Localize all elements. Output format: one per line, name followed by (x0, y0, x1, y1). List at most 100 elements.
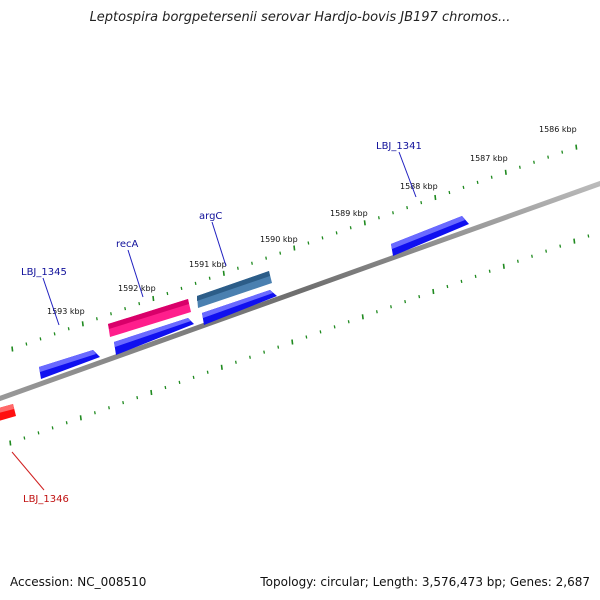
minor-tick (448, 190, 451, 195)
gene-highlight (0, 404, 14, 413)
major-tick (363, 220, 366, 226)
minor-tick (516, 259, 519, 263)
minor-tick (95, 317, 98, 321)
scale-label: 1586 kbp (539, 125, 577, 134)
minor-tick (65, 421, 68, 425)
scale-label: 1593 kbp (47, 307, 85, 316)
gene-feature-unlabeled-1[interactable] (202, 290, 277, 325)
leader-line (398, 151, 417, 198)
minor-tick (333, 325, 336, 329)
major-tick (434, 194, 437, 201)
minor-tick (39, 337, 42, 341)
gene-highlight (391, 216, 465, 249)
minor-tick (404, 299, 407, 304)
major-tick (152, 295, 155, 302)
minor-tick (446, 284, 449, 289)
scale-label: 1590 kbp (260, 235, 298, 244)
accession-text: Accession: NC_008510 (10, 575, 147, 589)
minor-tick (335, 231, 338, 235)
minor-tick (180, 286, 183, 291)
minor-tick (392, 211, 394, 215)
minor-tick (236, 266, 239, 270)
major-tick (222, 270, 225, 276)
leader-line (211, 221, 227, 267)
minor-tick (166, 291, 169, 296)
gene-highlight (39, 350, 96, 372)
minor-tick (263, 350, 266, 354)
major-tick (79, 415, 82, 421)
minor-tick (349, 226, 352, 230)
major-tick (361, 314, 364, 320)
gene-label-argc[interactable]: argC (199, 211, 222, 222)
gene-labels: LBJ_1341 argC recA LBJ_1345 LBJ_1346 (21, 141, 422, 505)
minor-tick (251, 261, 253, 265)
major-tick (81, 321, 84, 327)
major-tick (150, 389, 153, 396)
leader-line (11, 451, 45, 491)
minor-tick (37, 431, 40, 435)
gene-label-lbj-1346[interactable]: LBJ_1346 (23, 494, 69, 505)
major-tick (575, 144, 578, 150)
minor-tick (265, 256, 268, 260)
minor-tick (545, 249, 548, 253)
gene-features (0, 216, 469, 421)
gene-highlight (197, 271, 270, 301)
minor-tick (25, 342, 28, 346)
major-tick (220, 364, 223, 370)
scale-label: 1591 kbp (189, 260, 227, 269)
minor-tick (307, 241, 310, 245)
minor-tick (587, 234, 590, 238)
minor-tick (164, 385, 167, 390)
minor-tick (192, 375, 195, 380)
minor-tick (406, 205, 409, 210)
minor-tick (108, 406, 110, 410)
minor-tick (178, 380, 181, 385)
outer-tick-row (11, 144, 578, 352)
minor-tick (194, 281, 197, 286)
chromosome-backbone (0, 180, 600, 402)
minor-tick (208, 276, 211, 280)
minor-tick (53, 332, 56, 336)
minor-tick (23, 436, 26, 440)
major-tick (573, 238, 576, 244)
gene-label-lbj-1345[interactable]: LBJ_1345 (21, 267, 67, 278)
minor-tick (51, 426, 54, 430)
scale-label: 1588 kbp (400, 182, 438, 191)
minor-tick (462, 185, 465, 190)
topology-summary-text: Topology: circular; Length: 3,576,473 bp… (260, 575, 590, 589)
gene-label-reca[interactable]: recA (116, 239, 139, 250)
minor-tick (279, 251, 282, 255)
gene-highlight (114, 318, 191, 347)
minor-tick (533, 160, 535, 164)
gene-feature-unlabeled-2[interactable] (114, 318, 194, 355)
minor-tick (390, 305, 392, 309)
minor-tick (476, 180, 479, 185)
minor-tick (319, 330, 322, 334)
minor-tick (138, 301, 141, 306)
minor-tick (488, 269, 491, 273)
scale-label: 1589 kbp (330, 209, 368, 218)
major-tick (504, 169, 507, 175)
minor-tick (206, 370, 209, 374)
gene-label-lbj-1341[interactable]: LBJ_1341 (376, 141, 422, 152)
minor-tick (321, 236, 324, 240)
minor-tick (460, 279, 463, 284)
minor-tick (531, 254, 533, 258)
minor-tick (67, 327, 70, 331)
minor-tick (234, 360, 237, 364)
minor-tick (347, 320, 350, 324)
minor-tick (377, 216, 380, 220)
minor-tick (547, 155, 550, 159)
gene-highlight (108, 299, 189, 329)
minor-tick (518, 165, 521, 169)
minor-tick (375, 310, 378, 314)
minor-tick (474, 274, 477, 279)
major-tick (432, 288, 435, 295)
scale-labels: 1586 kbp 1587 kbp 1588 kbp 1589 kbp 1590… (47, 125, 577, 316)
minor-tick (490, 175, 493, 179)
minor-tick (122, 400, 125, 405)
minor-tick (420, 200, 423, 205)
minor-tick (110, 312, 112, 316)
minor-tick (418, 294, 421, 299)
